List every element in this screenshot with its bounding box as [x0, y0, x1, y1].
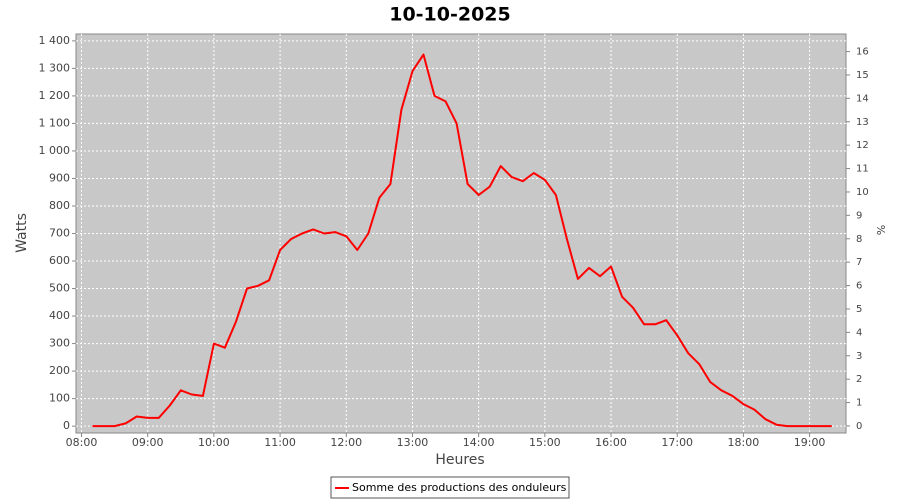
- y-tick-label: 1 000: [39, 144, 71, 157]
- y-tick-label: 800: [49, 199, 70, 212]
- y2-tick-label: 4: [856, 327, 862, 338]
- line: [92, 53, 832, 428]
- y-tick-label: 700: [49, 227, 70, 240]
- y2-tick-label: 8: [856, 234, 862, 245]
- y-tick-label: 900: [49, 171, 70, 184]
- x-tick-label: 09:00: [132, 436, 164, 449]
- x-tick-label: 19:00: [794, 436, 826, 449]
- x-tick-label: 12:00: [330, 436, 362, 449]
- y2-tick-label: 16: [856, 47, 869, 58]
- y2-tick-label: 6: [856, 281, 862, 292]
- y2-tick-label: 7: [856, 257, 862, 268]
- legend-box: [330, 476, 570, 499]
- x-tick-label: 10:00: [198, 436, 230, 449]
- y2-tick-label: 5: [856, 304, 862, 315]
- y2-tick-label: 13: [856, 117, 869, 128]
- chart-title: 10-10-2025: [389, 4, 511, 26]
- y-axis-label: Watts: [14, 213, 30, 253]
- y2-tick-label: 1: [856, 398, 862, 409]
- y2-tick-label: 3: [856, 351, 862, 362]
- x-tick-label: 18:00: [728, 436, 760, 449]
- y-tick-label: 300: [49, 337, 70, 350]
- y-tick-label: 1 300: [39, 61, 71, 74]
- x-tick-label: 15:00: [529, 436, 561, 449]
- y2-axis-label: %: [874, 225, 887, 235]
- y-tick-label: 600: [49, 254, 70, 267]
- y2-tick-label: 12: [856, 140, 869, 151]
- y2-tick-label: 2: [856, 374, 862, 385]
- x-tick-label: 16:00: [595, 436, 627, 449]
- y-tick-label: 0: [63, 419, 70, 432]
- x-tick-label: 08:00: [66, 436, 98, 449]
- y-tick-label: 1 200: [39, 89, 71, 102]
- x-tick-label: 11:00: [264, 436, 296, 449]
- y-tick-label: 1 100: [39, 116, 71, 129]
- x-tick-label: 14:00: [463, 436, 495, 449]
- x-tick-label: 13:00: [397, 436, 429, 449]
- y2-tick-label: 10: [856, 187, 869, 198]
- legend-label: Somme des productions des onduleurs: [352, 481, 567, 494]
- y-tick-label: 400: [49, 309, 70, 322]
- y-tick-label: 200: [49, 364, 70, 377]
- y-tick-label: 1 400: [39, 34, 71, 47]
- y2-tick-label: 14: [856, 93, 869, 104]
- y-tick-label: 100: [49, 392, 70, 405]
- y2-tick-label: 15: [856, 70, 869, 81]
- y-tick-label: 500: [49, 282, 70, 295]
- y2-tick-label: 9: [856, 210, 862, 221]
- y2-tick-label: 11: [856, 164, 869, 175]
- x-tick-label: 17:00: [661, 436, 693, 449]
- y2-tick-label: 0: [856, 421, 862, 432]
- x-axis-label: Heures: [435, 452, 484, 468]
